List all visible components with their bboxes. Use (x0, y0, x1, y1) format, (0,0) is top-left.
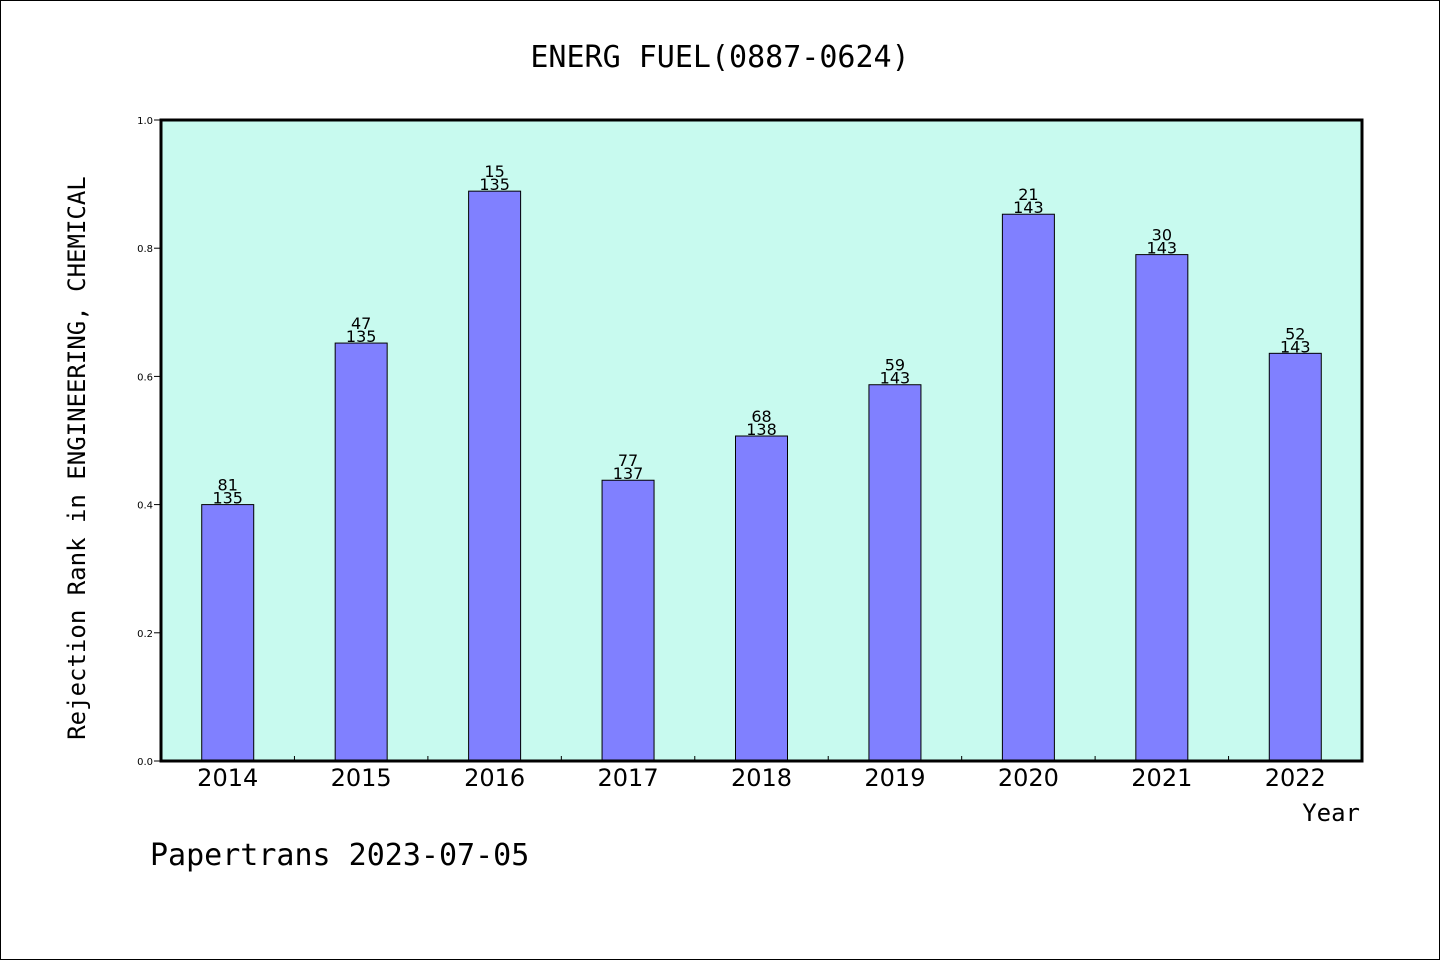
data-labels-layer: 8113547135151357713768138591432114330143… (212, 162, 1310, 507)
bar-rank-label: 47 (351, 314, 371, 333)
y-tick-label: 0.2 (137, 629, 153, 640)
bar-2018 (735, 435, 788, 762)
bar-2016 (468, 190, 522, 762)
bar-2019 (868, 384, 922, 762)
bar-total-label: 135 (346, 327, 377, 346)
bar-rank-label: 52 (1285, 324, 1305, 343)
bars-layer (201, 190, 1322, 762)
x-tick-label: 2021 (1131, 764, 1192, 792)
bar-2021 (1135, 254, 1189, 762)
bar-total-label: 143 (1280, 337, 1311, 356)
x-tick-label: 2020 (998, 764, 1059, 792)
y-tick-label: 1.0 (137, 116, 153, 127)
x-tick-label: 2015 (331, 764, 392, 792)
bar-total-label: 135 (212, 489, 243, 508)
bar-rank-label: 81 (218, 476, 238, 495)
x-axis: 2014 2015 2016 2017 2018 2019 2020 2021 2022 (197, 756, 1326, 792)
bar-rank-label: 30 (1152, 226, 1172, 245)
y-tick-label: 0.6 (137, 372, 153, 383)
bar-2020 (1001, 213, 1055, 762)
bar-rank-label: 68 (751, 407, 771, 426)
bar-total-label: 143 (1013, 198, 1044, 217)
bar-total-label: 138 (746, 420, 777, 439)
bar-2015 (334, 342, 388, 762)
bar-total-label: 135 (479, 175, 510, 194)
x-axis-title: Year (1302, 799, 1360, 827)
y-tick-label: 0.4 (137, 501, 153, 512)
bar-rank-label: 77 (618, 451, 638, 470)
x-tick-label: 2022 (1265, 764, 1326, 792)
bar-rank-label: 15 (484, 162, 504, 181)
bar-total-label: 143 (1147, 239, 1178, 258)
bar-rank-label: 59 (885, 356, 905, 375)
bar-rank-label: 21 (1018, 185, 1038, 204)
y-axis-title: Rejection Rank in ENGINEERING, CHEMICAL (63, 176, 91, 740)
bar-total-label: 137 (613, 464, 644, 483)
bar-2022 (1268, 352, 1322, 762)
bar-2017 (601, 479, 655, 762)
x-tick-label: 2018 (731, 764, 792, 792)
x-tick-label: 2016 (464, 764, 525, 792)
y-tick-label: 0.0 (137, 757, 153, 768)
bar-2014 (201, 504, 255, 762)
footer-credit: Papertrans 2023-07-05 (150, 838, 529, 873)
x-tick-label: 2019 (864, 764, 925, 792)
x-tick-label: 2014 (197, 764, 258, 792)
y-axis: 0.0 0.2 0.4 0.6 0.8 1.0 (137, 116, 161, 768)
plot-frame (159, 118, 1364, 763)
x-tick-label: 2017 (598, 764, 659, 792)
y-tick-label: 0.8 (137, 244, 153, 255)
chart-title: ENERG FUEL(0887-0624) (530, 40, 909, 75)
bar-total-label: 143 (880, 369, 911, 388)
